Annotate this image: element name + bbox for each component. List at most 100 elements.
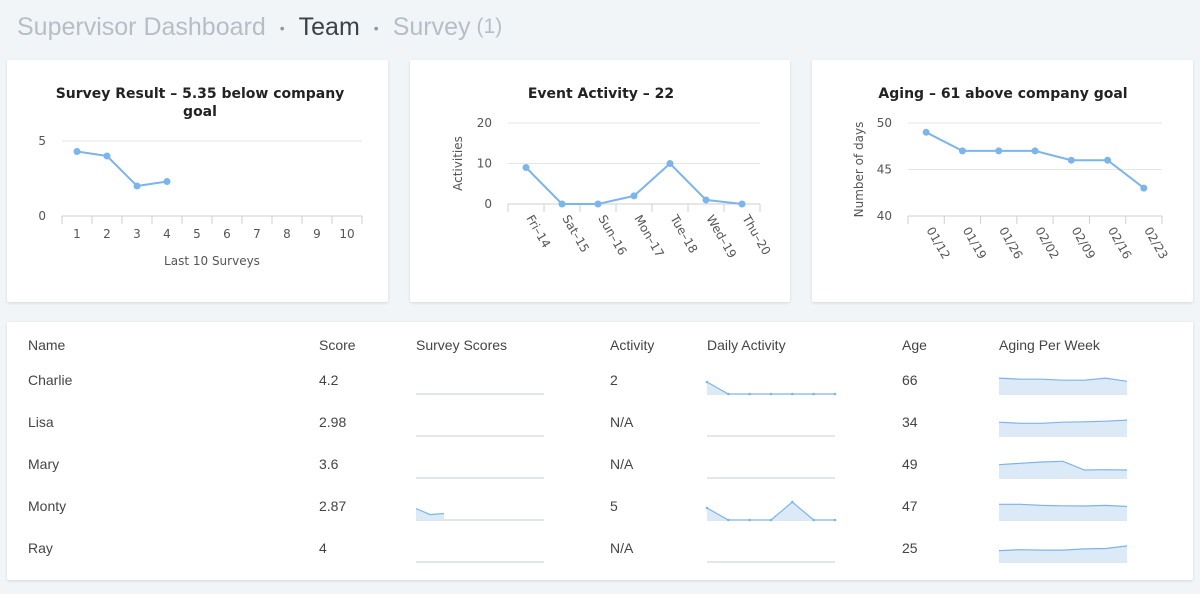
table-cell-age: 47 bbox=[902, 498, 918, 514]
table-cell-name[interactable]: Charlie bbox=[28, 372, 73, 388]
y-axis-title: Number of days bbox=[852, 122, 866, 218]
x-tick-label: Tue–18 bbox=[667, 212, 701, 256]
sparkline-daily-activity bbox=[705, 380, 837, 396]
sparkline-point bbox=[812, 518, 815, 522]
sparkline-point bbox=[727, 518, 730, 522]
table-cell-name[interactable]: Lisa bbox=[28, 414, 54, 430]
x-tick-label: 02/16 bbox=[1105, 225, 1134, 262]
column-header-aging-per-week[interactable]: Aging Per Week bbox=[999, 337, 1100, 353]
x-tick-label: 1 bbox=[73, 227, 81, 241]
column-header-name[interactable]: Name bbox=[28, 337, 66, 353]
event-activity-chart: Event Activity – 22 0 10 20 Fri–14 Sat–15 Sun–… bbox=[451, 86, 773, 261]
x-tick-label: 02/02 bbox=[1032, 225, 1061, 262]
x-tick-label: 10 bbox=[339, 227, 354, 241]
sparkline-aging-per-week bbox=[998, 460, 1128, 479]
sparkline-point bbox=[812, 392, 815, 396]
column-header-activity[interactable]: Activity bbox=[610, 337, 655, 353]
aging-chart-card: Aging – 61 above company goal 40 45 50 01/12… bbox=[812, 60, 1193, 302]
column-header-score[interactable]: Score bbox=[319, 337, 356, 353]
data-point[interactable] bbox=[666, 160, 674, 167]
sparkline-area bbox=[999, 378, 1127, 394]
x-tick-label: 5 bbox=[193, 227, 201, 241]
sparkline-point bbox=[705, 506, 709, 510]
sparkline-line bbox=[706, 381, 835, 395]
y-tick-label: 5 bbox=[38, 134, 46, 148]
x-tick-label: 7 bbox=[253, 227, 261, 241]
data-point[interactable] bbox=[995, 147, 1003, 155]
sparkline-point bbox=[769, 392, 773, 396]
survey-result-chart-card: Survey Result – 5.35 below company goal 0 5… bbox=[7, 60, 388, 302]
x-tick-label: 9 bbox=[313, 227, 321, 241]
sparkline-daily-activity bbox=[707, 561, 835, 563]
table-cell-activity: 2 bbox=[610, 372, 618, 388]
sparkline-point bbox=[748, 518, 751, 522]
sparkline-daily-activity bbox=[705, 500, 837, 522]
sparkline-aging-per-week bbox=[998, 419, 1128, 437]
data-point[interactable] bbox=[1104, 156, 1112, 164]
team-table: Name Score Survey Scores Activity Daily … bbox=[7, 322, 1193, 580]
table-cell-activity: 5 bbox=[610, 498, 618, 514]
sparkline-aging-per-week bbox=[999, 503, 1128, 521]
data-point[interactable] bbox=[133, 182, 141, 190]
breadcrumb: Supervisor Dashboard • Team • Survey (1) bbox=[17, 10, 502, 44]
y-axis-title: Activities bbox=[451, 136, 465, 191]
table-cell-age: 66 bbox=[902, 372, 918, 388]
y-tick-label: 20 bbox=[477, 116, 492, 130]
data-point[interactable] bbox=[103, 152, 111, 160]
sparkline-line bbox=[998, 419, 1128, 424]
sparkline-area bbox=[416, 508, 444, 520]
sparkline-area bbox=[999, 420, 1127, 436]
breadcrumb-supervisor-dashboard[interactable]: Supervisor Dashboard bbox=[17, 12, 266, 41]
sparkline-line bbox=[415, 507, 445, 516]
y-tick-label: 10 bbox=[477, 157, 492, 171]
x-tick-label: 6 bbox=[223, 227, 231, 241]
event-activity-chart-card: Event Activity – 22 0 10 20 Fri–14 Sat–15 Sun–… bbox=[410, 60, 790, 302]
x-axis-title: Last 10 Surveys bbox=[164, 254, 260, 268]
breadcrumb-separator: • bbox=[373, 20, 379, 36]
sparkline-line bbox=[998, 377, 1128, 382]
column-header-daily-activity[interactable]: Daily Activity bbox=[707, 337, 786, 353]
sparkline-line bbox=[998, 545, 1128, 552]
data-point[interactable] bbox=[558, 200, 566, 208]
table-cell-name[interactable]: Ray bbox=[28, 540, 53, 556]
data-point[interactable] bbox=[922, 128, 930, 136]
data-point[interactable] bbox=[630, 192, 638, 200]
data-point[interactable] bbox=[594, 200, 602, 208]
breadcrumb-survey[interactable]: Survey bbox=[392, 12, 471, 41]
data-point[interactable] bbox=[73, 148, 81, 155]
data-point[interactable] bbox=[1031, 147, 1039, 155]
x-tick-label: Mon–17 bbox=[631, 213, 666, 260]
sparkline-area bbox=[707, 502, 835, 520]
series-line bbox=[76, 150, 168, 188]
data-point[interactable] bbox=[522, 164, 530, 172]
data-point[interactable] bbox=[1067, 156, 1075, 164]
x-tick-label: 01/19 bbox=[960, 225, 989, 262]
table-cell-name[interactable]: Monty bbox=[28, 498, 67, 514]
team-table-card: Name Score Survey Scores Activity Daily … bbox=[7, 322, 1193, 580]
sparkline-aging-per-week bbox=[998, 377, 1128, 395]
chart-title: Event Activity – 22 bbox=[528, 86, 674, 102]
table-cell-score: 4.2 bbox=[319, 372, 339, 388]
sparkline-area bbox=[707, 382, 835, 394]
x-tick-label: 01/12 bbox=[924, 225, 953, 262]
data-point[interactable] bbox=[738, 200, 746, 208]
sparkline-point bbox=[833, 518, 837, 522]
column-header-survey-scores[interactable]: Survey Scores bbox=[416, 337, 508, 353]
data-point[interactable] bbox=[958, 147, 966, 155]
data-point[interactable] bbox=[1140, 184, 1148, 192]
sparkline-area bbox=[999, 461, 1127, 478]
survey-result-chart: Survey Result – 5.35 below company goal 0 5… bbox=[38, 86, 363, 268]
breadcrumb-team[interactable]: Team bbox=[298, 12, 360, 41]
data-point[interactable] bbox=[163, 178, 171, 185]
table-cell-name[interactable]: Mary bbox=[28, 456, 60, 472]
data-point[interactable] bbox=[702, 196, 710, 204]
x-tick-label: Fri–14 bbox=[523, 213, 553, 251]
x-tick-label: Wed–19 bbox=[703, 213, 739, 261]
table-cell-score: 2.87 bbox=[319, 498, 347, 514]
sparkline-survey-scores bbox=[416, 561, 544, 563]
sparkline-survey-scores bbox=[416, 393, 544, 395]
column-header-age[interactable]: Age bbox=[902, 337, 927, 353]
sparkline-line bbox=[706, 501, 835, 521]
sparkline-point bbox=[833, 392, 837, 396]
sparkline-line bbox=[999, 503, 1128, 508]
